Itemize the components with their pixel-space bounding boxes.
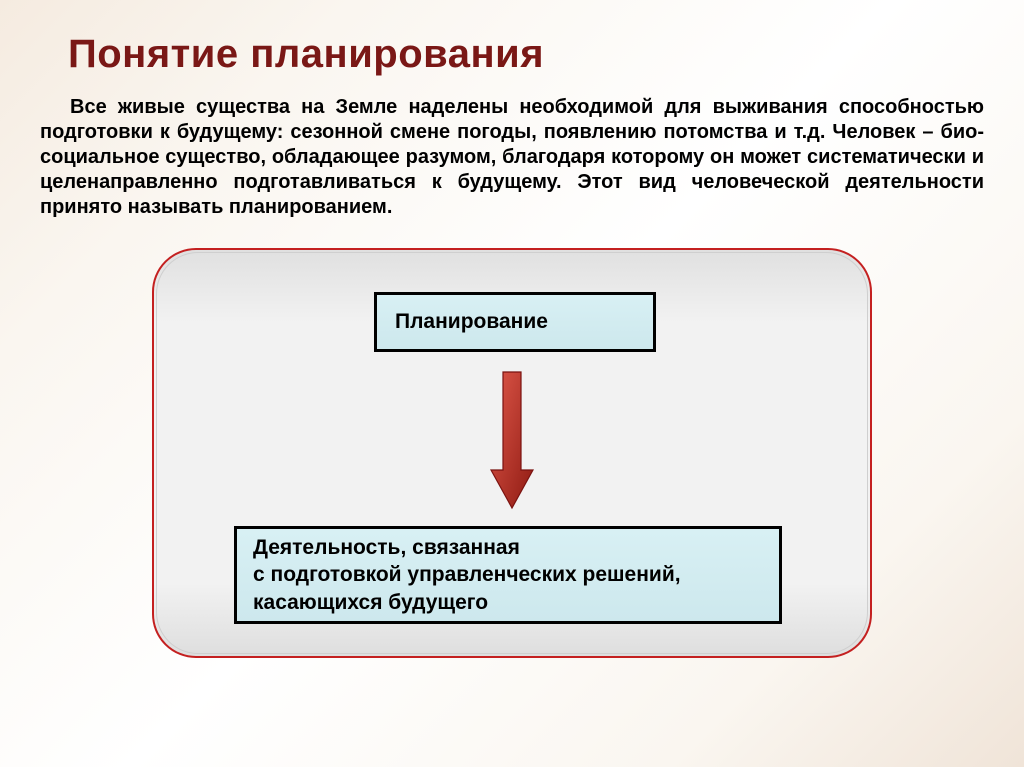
- diagram-panel: Планирование Деятельность, связанная с п…: [152, 248, 872, 658]
- node-definition: Деятельность, связанная с подготовкой уп…: [234, 526, 782, 624]
- paragraph-text: Все живые существа на Земле наделены нео…: [40, 96, 984, 218]
- node-planning: Планирование: [374, 292, 656, 352]
- page-title: Понятие планирования: [0, 0, 1024, 77]
- node-definition-label: Деятельность, связанная с подготовкой уп…: [253, 534, 763, 616]
- node-planning-label: Планирование: [395, 310, 548, 334]
- intro-paragraph: Все живые существа на Земле наделены нео…: [0, 77, 1024, 220]
- arrow-down-icon: [490, 370, 534, 510]
- slide: Понятие планирования Все живые существа …: [0, 0, 1024, 767]
